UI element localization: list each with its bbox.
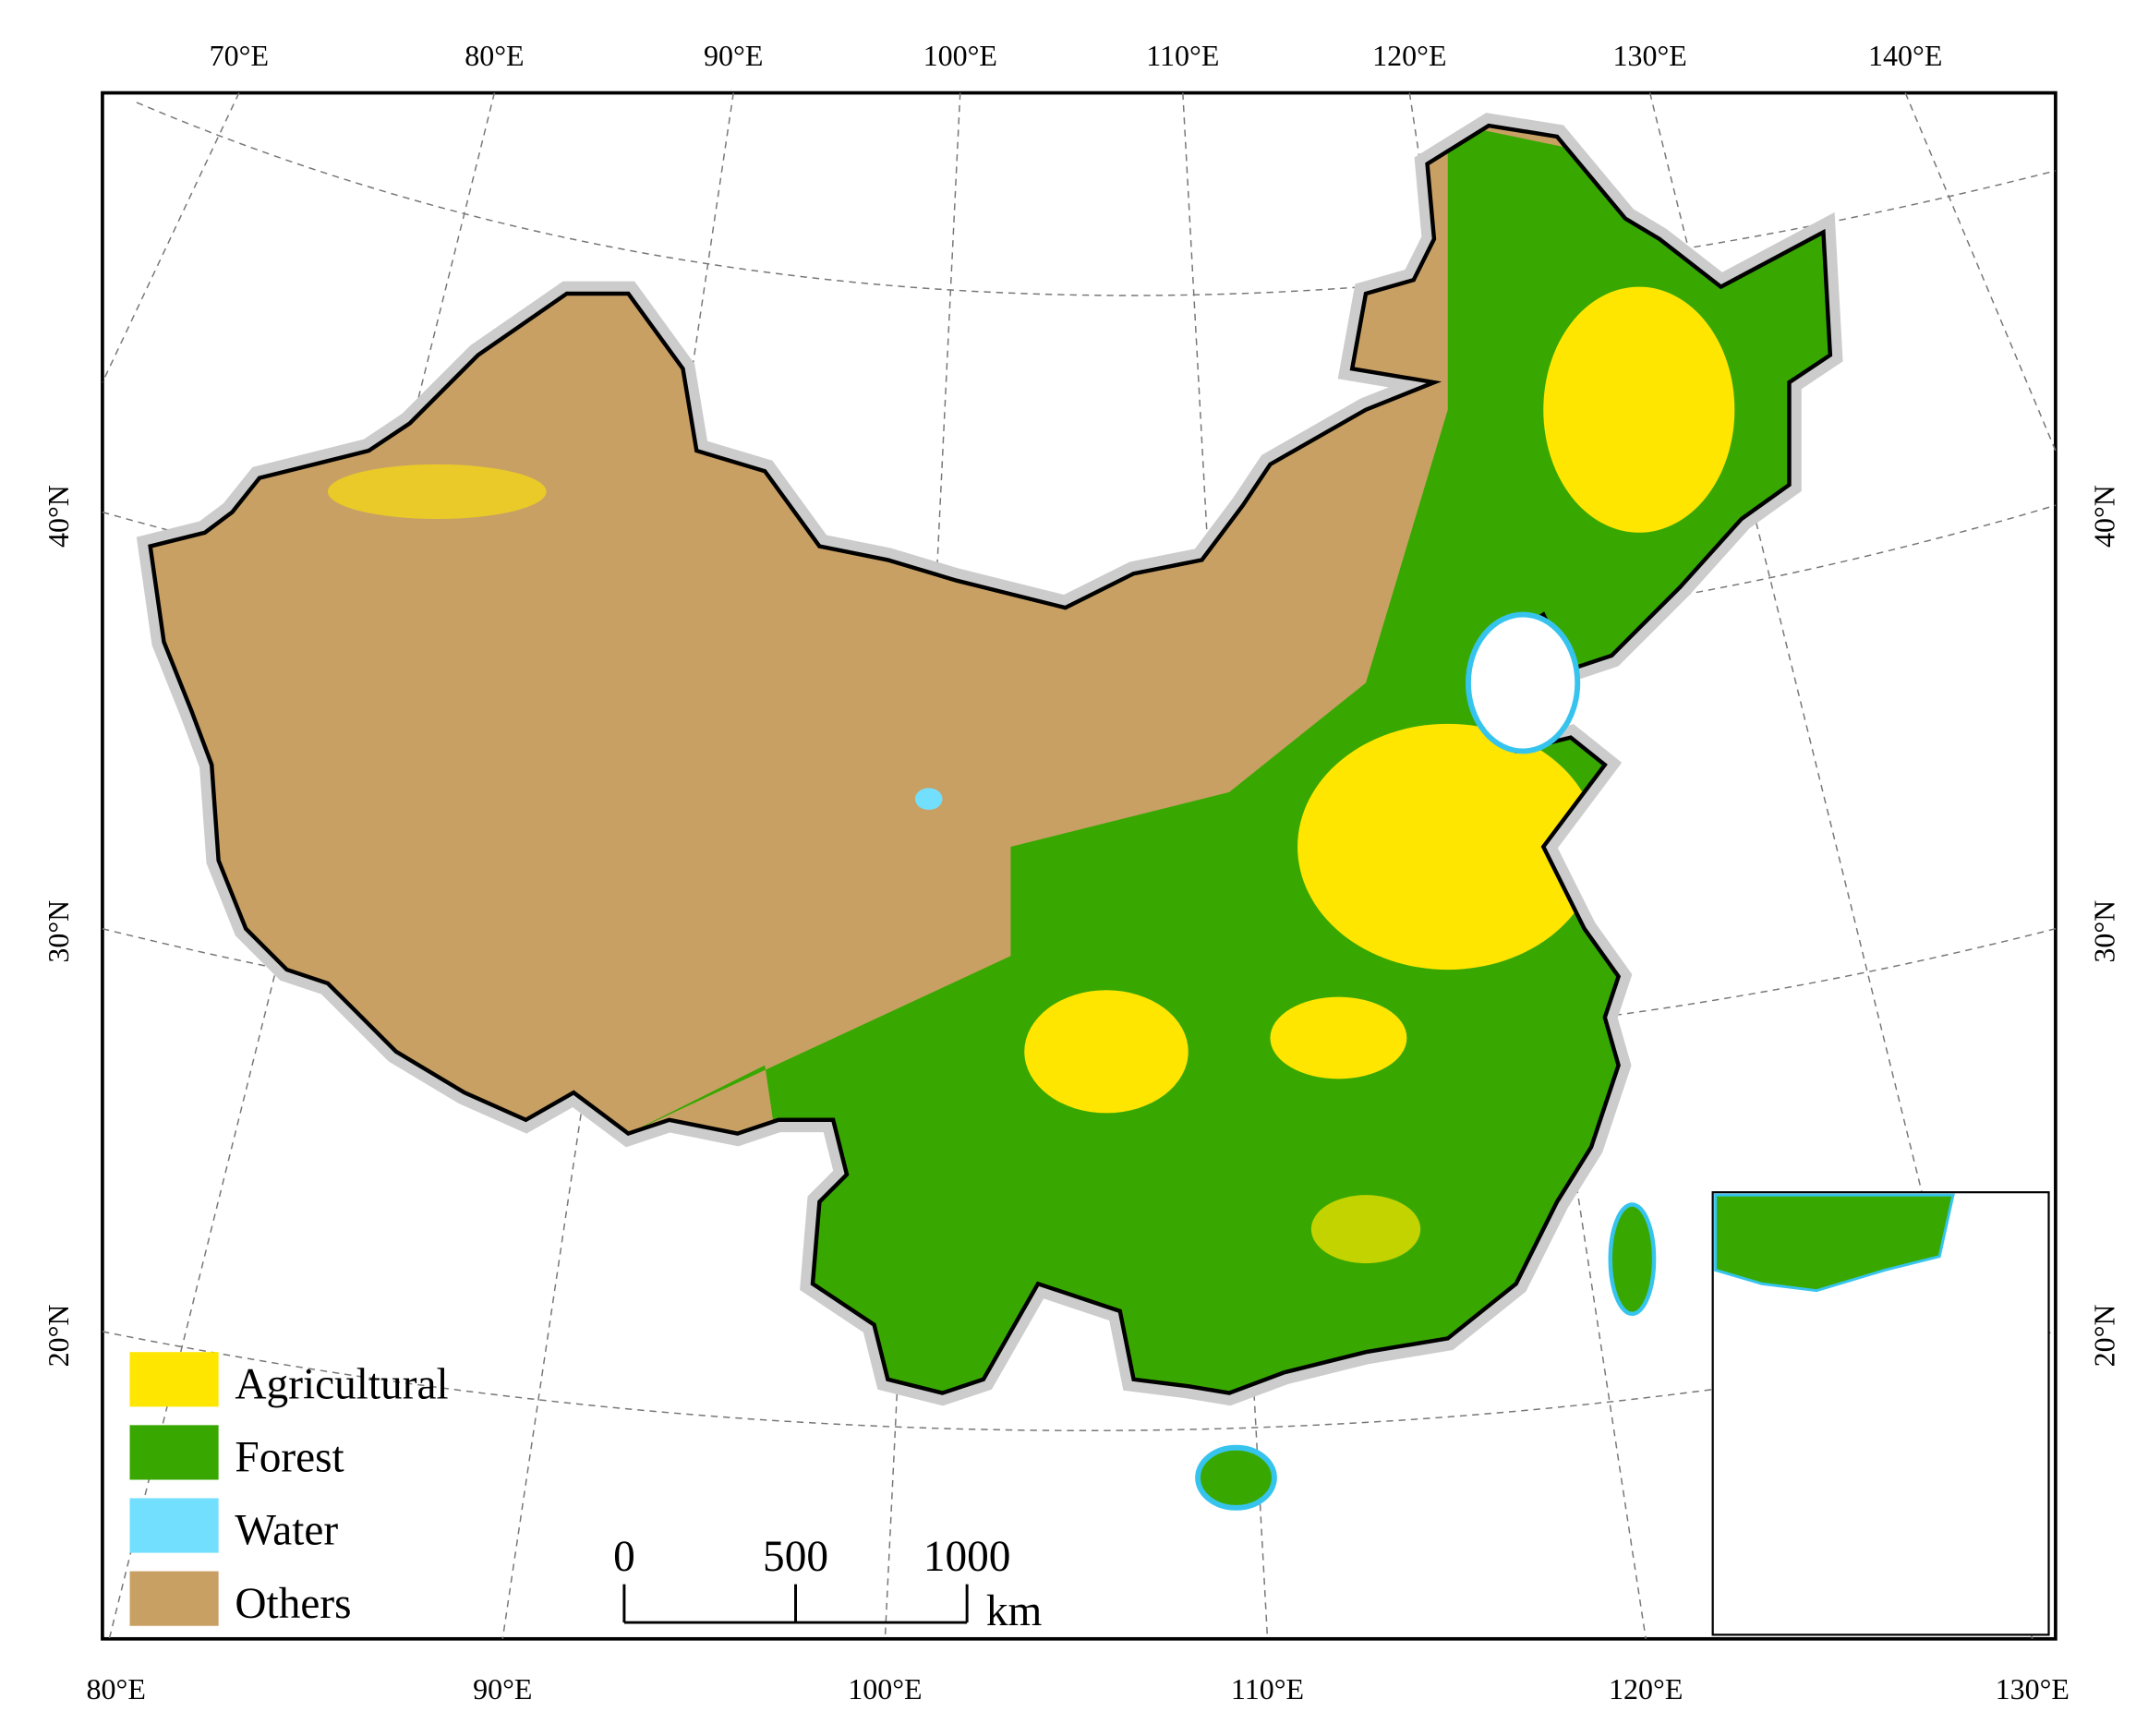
bohai-sea <box>1465 611 1581 754</box>
right-label: 40°N <box>2087 485 2120 548</box>
land-cover <box>150 126 1830 1393</box>
legend: Agricultural Forest Water Others <box>129 1352 449 1628</box>
top-label: 120°E <box>1372 39 1446 72</box>
axis-labels: 70°E 80°E 90°E 100°E 110°E 120°E 130°E 140°E 80°… <box>42 39 2121 1706</box>
bottom-label: 100°E <box>848 1672 922 1706</box>
map-body: Agricultural Forest Water Others 0 500 1000 km <box>101 90 2058 1641</box>
legend-label: Water <box>235 1507 338 1555</box>
left-label: 40°N <box>42 485 75 548</box>
scale-label: 1000 <box>923 1533 1011 1581</box>
top-label: 100°E <box>923 39 997 72</box>
legend-swatch <box>129 1352 219 1407</box>
inset-mainland <box>1714 1193 1955 1293</box>
hainan <box>1195 1444 1277 1511</box>
legend-label: Others <box>235 1580 351 1628</box>
top-label: 130°E <box>1612 39 1686 72</box>
scale-bar: 0 500 1000 km <box>613 1533 1042 1635</box>
left-label: 20°N <box>42 1305 75 1368</box>
legend-swatch <box>129 1571 219 1626</box>
taiwan <box>1608 1202 1657 1317</box>
scale-label: 0 <box>613 1533 635 1581</box>
top-label: 70°E <box>210 39 269 72</box>
scale-label: 500 <box>763 1533 828 1581</box>
bottom-label: 130°E <box>1996 1672 2070 1706</box>
right-label: 20°N <box>2087 1305 2120 1368</box>
scale-unit: km <box>986 1587 1043 1635</box>
top-label: 80°E <box>465 39 524 72</box>
bottom-label: 120°E <box>1609 1672 1683 1706</box>
legend-swatch <box>129 1498 219 1553</box>
bottom-label: 80°E <box>87 1672 146 1706</box>
legend-label: Forest <box>235 1434 344 1482</box>
legend-label: Agricultural <box>235 1360 448 1408</box>
top-label: 110°E <box>1146 39 1219 72</box>
right-label: 30°N <box>2087 900 2120 963</box>
left-label: 30°N <box>42 900 75 963</box>
bottom-label: 90°E <box>473 1672 532 1706</box>
top-label: 140°E <box>1868 39 1942 72</box>
legend-swatch <box>129 1425 219 1480</box>
top-label: 90°E <box>704 39 763 72</box>
bottom-label: 110°E <box>1231 1672 1304 1706</box>
